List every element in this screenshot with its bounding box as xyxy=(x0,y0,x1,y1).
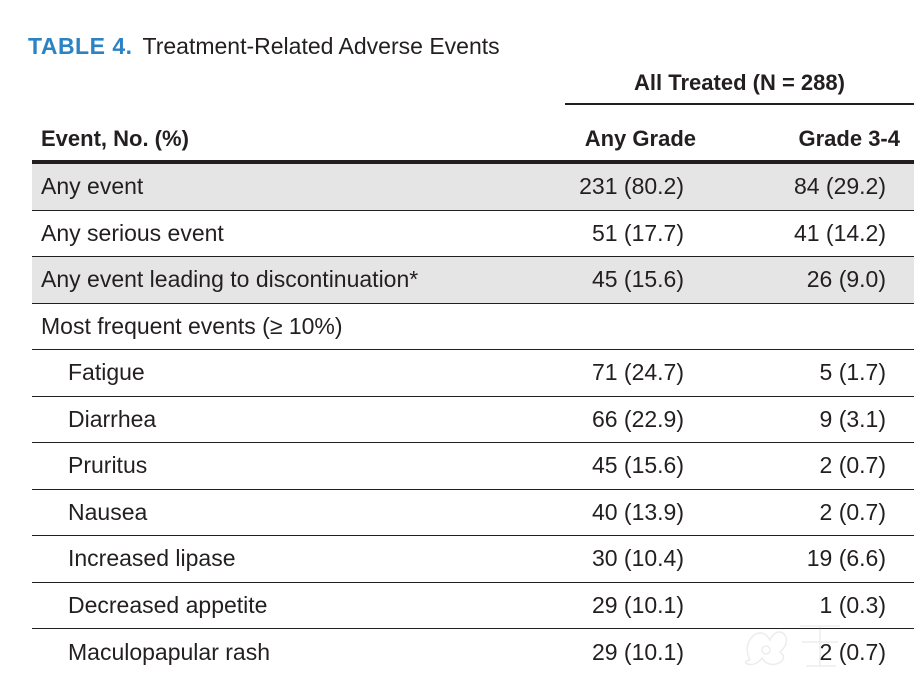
event-name: Increased lipase xyxy=(68,545,236,572)
header-event: Event, No. (%) xyxy=(41,125,189,151)
table-row: Any event leading to discontinuation* 45… xyxy=(32,257,914,304)
spanning-column-header: All Treated (N = 288) xyxy=(634,70,845,95)
any-grade-value: 45 (15.6) xyxy=(591,266,684,293)
table-row: Decreased appetite 29 (10.1) 1 (0.3) xyxy=(32,583,914,629)
spanning-header-rule xyxy=(565,103,914,105)
header-grade-3-4: Grade 3-4 xyxy=(798,125,901,151)
any-grade-value: 51 (17.7) xyxy=(591,219,684,246)
table-label: TABLE 4. xyxy=(28,33,133,59)
any-grade-value: 30 (10.4) xyxy=(591,545,684,572)
any-grade-value: 29 (10.1) xyxy=(591,638,684,665)
grade-3-4-value: 2 (0.7) xyxy=(819,638,886,665)
event-name: Maculopapular rash xyxy=(68,638,271,665)
watermark-flower-icon xyxy=(744,625,840,667)
any-grade-value: 29 (10.1) xyxy=(591,591,684,618)
table-row: Pruritus 45 (15.6) 2 (0.7) xyxy=(32,443,914,490)
table-row: Any event 231 (80.2) 84 (29.2) xyxy=(32,164,914,211)
any-grade-value: 231 (80.2) xyxy=(579,173,684,200)
grade-3-4-value: 41 (14.2) xyxy=(793,219,886,246)
table-row: Diarrhea 66 (22.9) 9 (3.1) xyxy=(32,397,914,443)
any-grade-value: 66 (22.9) xyxy=(591,405,684,432)
grade-3-4-value: 5 (1.7) xyxy=(819,359,886,386)
event-name: Any serious event xyxy=(41,219,224,246)
event-name: Decreased appetite xyxy=(68,591,268,618)
grade-3-4-value: 9 (3.1) xyxy=(819,405,886,432)
table-caption: TABLE 4. Treatment-Related Adverse Events xyxy=(28,31,500,61)
table-row: Fatigue 71 (24.7) 5 (1.7) xyxy=(32,350,914,397)
table-header-row: Event, No. (%) Any Grade Grade 3-4 xyxy=(32,117,914,164)
grade-3-4-value: 2 (0.7) xyxy=(819,452,886,479)
table-row: Nausea 40 (13.9) 2 (0.7) xyxy=(32,490,914,536)
table-title: Treatment-Related Adverse Events xyxy=(142,33,500,59)
table-row: Increased lipase 30 (10.4) 19 (6.6) xyxy=(32,536,914,583)
event-name: Fatigue xyxy=(68,359,145,386)
table-row: Maculopapular rash 29 (10.1) 2 (0.7) xyxy=(32,629,914,676)
section-label: Most frequent events (≥ 10%) xyxy=(41,312,343,339)
grade-3-4-value: 84 (29.2) xyxy=(793,173,886,200)
event-name: Any event xyxy=(41,173,144,200)
header-any-grade: Any Grade xyxy=(584,125,696,151)
event-name: Nausea xyxy=(68,498,148,525)
grade-3-4-value: 26 (9.0) xyxy=(806,266,886,293)
any-grade-value: 40 (13.9) xyxy=(591,498,684,525)
grade-3-4-value: 1 (0.3) xyxy=(819,591,886,618)
event-name: Diarrhea xyxy=(68,405,157,432)
table-section-row: Most frequent events (≥ 10%) xyxy=(32,304,914,350)
grade-3-4-value: 2 (0.7) xyxy=(819,498,886,525)
any-grade-value: 71 (24.7) xyxy=(591,359,684,386)
table-row: Any serious event 51 (17.7) 41 (14.2) xyxy=(32,211,914,257)
event-name: Any event leading to discontinuation* xyxy=(41,266,419,293)
adverse-events-table: Event, No. (%) Any Grade Grade 3-4 Any e… xyxy=(32,117,914,676)
grade-3-4-value: 19 (6.6) xyxy=(806,545,886,572)
any-grade-value: 45 (15.6) xyxy=(591,452,684,479)
event-name: Pruritus xyxy=(68,452,148,479)
